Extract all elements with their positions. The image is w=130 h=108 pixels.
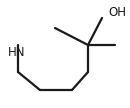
Text: OH: OH bbox=[108, 6, 126, 18]
Text: HN: HN bbox=[8, 45, 25, 59]
